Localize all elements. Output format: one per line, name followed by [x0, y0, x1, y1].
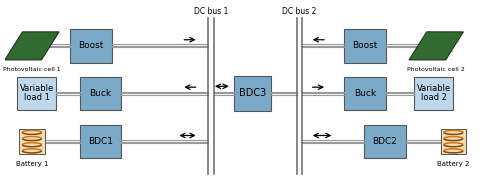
Text: DC bus 1: DC bus 1: [194, 7, 228, 16]
FancyBboxPatch shape: [80, 125, 122, 158]
Text: Photovoltaic cell 2: Photovoltaic cell 2: [408, 67, 465, 72]
Text: BDC3: BDC3: [239, 88, 266, 98]
FancyBboxPatch shape: [414, 77, 454, 110]
FancyBboxPatch shape: [70, 29, 112, 63]
FancyBboxPatch shape: [440, 129, 466, 154]
Text: DC bus 2: DC bus 2: [282, 7, 316, 16]
Text: Photovoltaic cell 1: Photovoltaic cell 1: [3, 67, 61, 72]
Text: Variable: Variable: [416, 84, 451, 94]
FancyBboxPatch shape: [364, 125, 406, 158]
Text: load 1: load 1: [24, 93, 50, 102]
Text: Battery 1: Battery 1: [16, 161, 48, 167]
FancyBboxPatch shape: [80, 77, 122, 110]
FancyBboxPatch shape: [17, 77, 56, 110]
FancyBboxPatch shape: [344, 29, 386, 63]
Text: BDC2: BDC2: [372, 137, 397, 146]
Text: Buck: Buck: [354, 89, 376, 98]
FancyBboxPatch shape: [234, 76, 271, 111]
FancyBboxPatch shape: [344, 77, 386, 110]
Text: Boost: Boost: [352, 41, 378, 50]
Polygon shape: [409, 32, 464, 60]
Text: Variable: Variable: [20, 84, 54, 94]
Text: Battery 2: Battery 2: [437, 161, 470, 167]
Polygon shape: [5, 32, 59, 60]
Text: Boost: Boost: [78, 41, 104, 50]
Text: Buck: Buck: [90, 89, 112, 98]
Text: load 2: load 2: [421, 93, 446, 102]
FancyBboxPatch shape: [19, 129, 44, 154]
Text: BDC1: BDC1: [88, 137, 113, 146]
